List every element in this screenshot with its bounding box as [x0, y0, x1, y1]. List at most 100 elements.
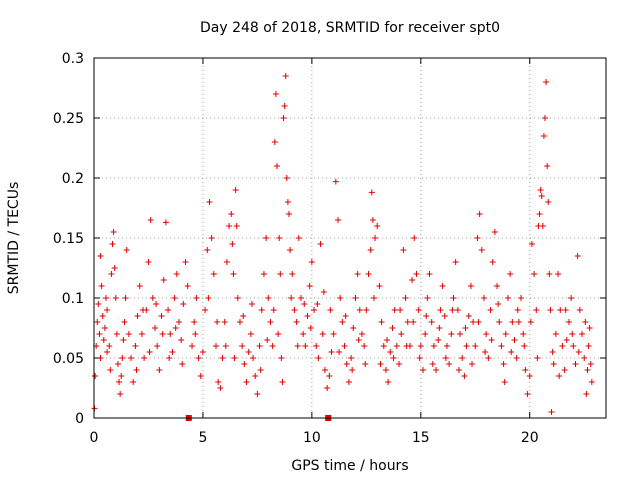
data-point: [582, 319, 589, 325]
data-point: [123, 247, 130, 253]
data-point: [350, 325, 357, 331]
data-point: [378, 319, 385, 325]
data-point: [524, 391, 531, 397]
data-point: [110, 229, 117, 235]
data-point: [469, 361, 476, 367]
data-point: [448, 331, 455, 337]
data-point: [121, 319, 128, 325]
data-point: [260, 271, 267, 277]
data-point: [365, 271, 372, 277]
data-point: [426, 271, 433, 277]
data-point: [167, 331, 174, 337]
data-point: [293, 319, 300, 325]
data-point: [114, 361, 121, 367]
data-point: [387, 349, 394, 355]
data-point: [106, 343, 113, 349]
data-point: [308, 259, 315, 265]
data-point: [555, 271, 562, 277]
data-point: [470, 319, 477, 325]
data-point: [272, 91, 279, 97]
data-point: [508, 349, 515, 355]
data-point: [270, 307, 277, 313]
data-point: [289, 271, 296, 277]
data-point: [274, 163, 281, 169]
data-point: [579, 331, 586, 337]
data-point: [442, 355, 449, 361]
data-point: [455, 367, 462, 373]
data-point: [537, 187, 544, 193]
data-point: [92, 373, 99, 379]
data-point: [252, 373, 259, 379]
data-point: [319, 331, 326, 337]
data-point: [489, 259, 496, 265]
data-point: [572, 361, 579, 367]
data-point: [202, 307, 209, 313]
data-point: [561, 367, 568, 373]
x-tick-label: 10: [303, 430, 321, 446]
data-point: [355, 337, 362, 343]
data-point: [146, 349, 153, 355]
data-point: [584, 367, 591, 373]
data-point: [182, 259, 189, 265]
data-point: [166, 355, 173, 361]
data-point: [172, 325, 179, 331]
data-point: [284, 199, 291, 205]
data-point: [109, 241, 116, 247]
data-point: [119, 355, 126, 361]
data-point: [415, 307, 422, 313]
data-point: [391, 307, 398, 313]
data-point: [134, 313, 141, 319]
data-point: [416, 355, 423, 361]
data-point: [341, 343, 348, 349]
data-point: [240, 313, 247, 319]
data-point: [136, 283, 143, 289]
y-tick-label: 0.15: [53, 231, 84, 247]
data-point: [500, 361, 507, 367]
data-point: [278, 355, 285, 361]
data-point: [152, 325, 159, 331]
data-point: [462, 325, 469, 331]
data-point: [423, 313, 430, 319]
data-point: [317, 241, 324, 247]
data-point: [507, 271, 514, 277]
data-point: [367, 247, 374, 253]
data-point: [403, 343, 410, 349]
data-point: [562, 307, 569, 313]
data-point: [494, 283, 501, 289]
data-point: [158, 313, 165, 319]
data-point: [417, 343, 424, 349]
data-point: [393, 343, 400, 349]
data-point: [287, 247, 294, 253]
data-point: [94, 319, 101, 325]
data-point: [544, 163, 551, 169]
data-point: [376, 283, 383, 289]
data-point: [443, 343, 450, 349]
data-point: [122, 295, 129, 301]
data-point: [204, 247, 211, 253]
data-point: [291, 307, 298, 313]
data-point: [368, 189, 375, 196]
data-point: [222, 343, 229, 349]
data-point: [283, 175, 290, 181]
data-point: [534, 355, 541, 361]
data-point: [422, 331, 429, 337]
data-point: [521, 343, 528, 349]
data-point: [221, 319, 228, 325]
data-point: [504, 295, 511, 301]
data-point: [585, 343, 592, 349]
data-point: [195, 355, 202, 361]
data-point: [568, 295, 575, 301]
data-point: [457, 331, 464, 337]
data-point: [285, 211, 292, 217]
data-point: [206, 199, 213, 205]
data-point: [520, 331, 527, 337]
data-point: [133, 367, 140, 373]
data-point: [241, 361, 248, 367]
data-point: [556, 373, 563, 379]
data-point: [410, 319, 417, 325]
data-point: [358, 331, 365, 337]
data-point: [452, 259, 459, 265]
data-point: [267, 319, 274, 325]
data-point: [433, 367, 440, 373]
data-point: [226, 223, 233, 229]
